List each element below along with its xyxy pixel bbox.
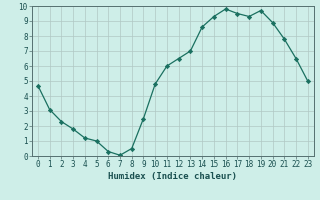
X-axis label: Humidex (Indice chaleur): Humidex (Indice chaleur)	[108, 172, 237, 181]
